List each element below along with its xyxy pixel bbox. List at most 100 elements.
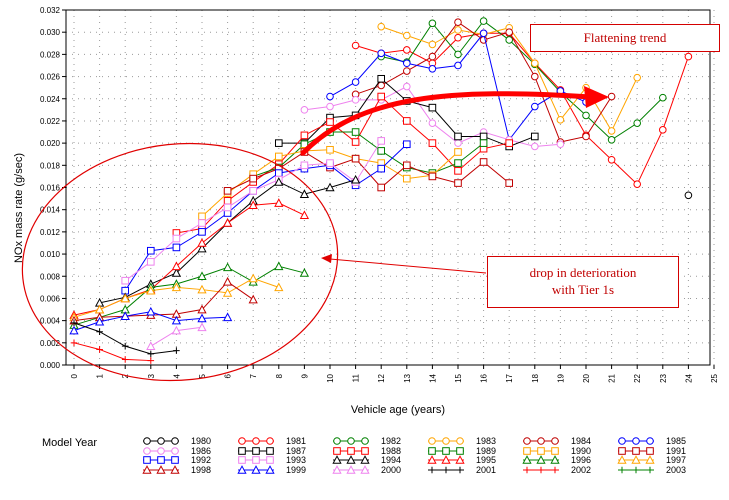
legend-swatch-marker — [455, 455, 465, 464]
annotation-flattening-trend: Flattening trend — [530, 24, 720, 52]
data-point-1984 — [505, 28, 514, 36]
legend-swatch-marker — [456, 466, 464, 474]
data-point-1986 — [531, 142, 539, 151]
data-point-2001 — [173, 347, 180, 354]
data-point-2002 — [96, 346, 103, 353]
y-tick-label: 0.016 — [40, 184, 61, 193]
legend-swatch-marker — [333, 437, 341, 445]
legend-label: 1994 — [381, 455, 401, 465]
legend-item-1989: 1989 — [428, 446, 496, 456]
legend-label: 1988 — [381, 446, 401, 456]
data-point-1996 — [222, 262, 233, 272]
y-tick-label: 0.030 — [40, 28, 61, 37]
y-tick-label: 0.014 — [40, 206, 61, 215]
data-point-1981 — [403, 46, 411, 54]
legend-swatch-marker — [550, 455, 560, 464]
legend-swatch-marker — [646, 447, 654, 455]
legend-item-1992: 1992 — [143, 455, 211, 465]
data-point-1998 — [197, 304, 207, 314]
data-point-1993 — [198, 219, 206, 227]
legend-swatch-marker — [157, 456, 165, 464]
data-point-1984 — [403, 67, 411, 75]
data-point-1997 — [222, 288, 233, 297]
legend-swatch-marker — [157, 437, 165, 445]
y-tick-label: 0.010 — [40, 250, 61, 259]
legend-item-2002: 2002 — [523, 465, 591, 475]
data-point-2000 — [197, 322, 207, 332]
x-tick-label: 16 — [480, 373, 489, 382]
y-tick-label: 0.032 — [40, 6, 61, 15]
legend-swatch-marker — [237, 465, 247, 474]
data-point-1992 — [403, 140, 411, 149]
data-point-1996 — [274, 261, 284, 271]
data-point-1981 — [351, 41, 360, 50]
x-tick-label: 19 — [556, 373, 565, 382]
data-point-1991 — [479, 158, 488, 166]
data-point-1980 — [684, 191, 693, 200]
legend-label: 1990 — [571, 446, 591, 456]
data-point-1983 — [454, 26, 462, 34]
x-tick-label: 17 — [505, 373, 514, 382]
data-point-1986 — [428, 119, 437, 127]
data-point-1991 — [505, 179, 513, 187]
data-point-1989 — [454, 159, 462, 167]
x-tick-label: 7 — [249, 373, 258, 378]
legend-item-1999: 1999 — [237, 465, 306, 475]
annotation-overlay — [21, 86, 609, 382]
legend-swatch-marker — [537, 466, 545, 474]
data-point-1984 — [454, 18, 462, 27]
data-point-1990 — [454, 148, 462, 156]
legend-label: 1992 — [191, 455, 211, 465]
data-point-1988 — [223, 197, 232, 205]
legend-swatch-marker — [632, 447, 640, 455]
legend-swatch-marker — [171, 456, 179, 464]
y-tick-label: 0.002 — [40, 339, 61, 348]
data-point-1987 — [428, 103, 437, 112]
data-point-1986 — [556, 140, 565, 149]
data-point-1991 — [223, 187, 232, 195]
series-1996 — [69, 261, 310, 329]
y-tick-label: 0.028 — [40, 50, 61, 59]
legend-swatch-marker — [441, 455, 451, 464]
data-point-1997 — [197, 284, 207, 294]
x-tick-label: 5 — [198, 373, 207, 378]
data-point-1999 — [197, 313, 207, 323]
legend-swatch-marker — [347, 437, 355, 445]
legend-item-1991: 1991 — [618, 446, 686, 456]
legend-swatch-marker — [361, 437, 369, 445]
legend-swatch-marker — [442, 466, 450, 474]
legend-swatch-marker — [143, 437, 151, 445]
legend-swatch-marker — [238, 456, 246, 464]
legend-swatch-marker — [523, 447, 531, 455]
legend-swatch-marker — [156, 465, 166, 474]
x-tick-label: 6 — [224, 373, 233, 378]
series-1995 — [69, 198, 310, 319]
data-point-1982 — [454, 50, 462, 59]
legend-swatch-marker — [171, 437, 179, 445]
data-point-1984 — [607, 92, 616, 101]
data-point-1983 — [428, 40, 437, 49]
legend-label: 1991 — [666, 446, 686, 456]
data-point-1995 — [299, 210, 310, 220]
legend-label: 2003 — [666, 465, 686, 475]
data-point-1997 — [120, 293, 130, 303]
x-tick-label: 15 — [454, 373, 463, 382]
x-tick-label: 18 — [531, 373, 540, 382]
data-point-1997 — [171, 282, 182, 292]
data-point-1999 — [222, 312, 233, 322]
data-point-1993 — [326, 159, 334, 167]
x-tick-label: 20 — [582, 373, 591, 382]
data-point-1988 — [454, 167, 462, 175]
y-tick-labels: 0.000 0.002 0.004 0.006 0.008 0.010 0.012 0.014… — [40, 6, 61, 370]
data-point-1997 — [274, 282, 284, 292]
data-point-1985 — [531, 102, 539, 111]
data-point-1985 — [479, 29, 488, 38]
legend: 1980 1981 1982 1983 1984 1985 1986 1987 1988 1989… — [142, 436, 686, 475]
legend-item-1981: 1981 — [238, 436, 306, 446]
x-tick-label: 13 — [403, 373, 412, 382]
data-point-1981 — [454, 33, 462, 42]
legend-label: 1997 — [666, 455, 686, 465]
legend-swatch-marker — [347, 447, 355, 455]
legend-label: 1985 — [666, 436, 686, 446]
